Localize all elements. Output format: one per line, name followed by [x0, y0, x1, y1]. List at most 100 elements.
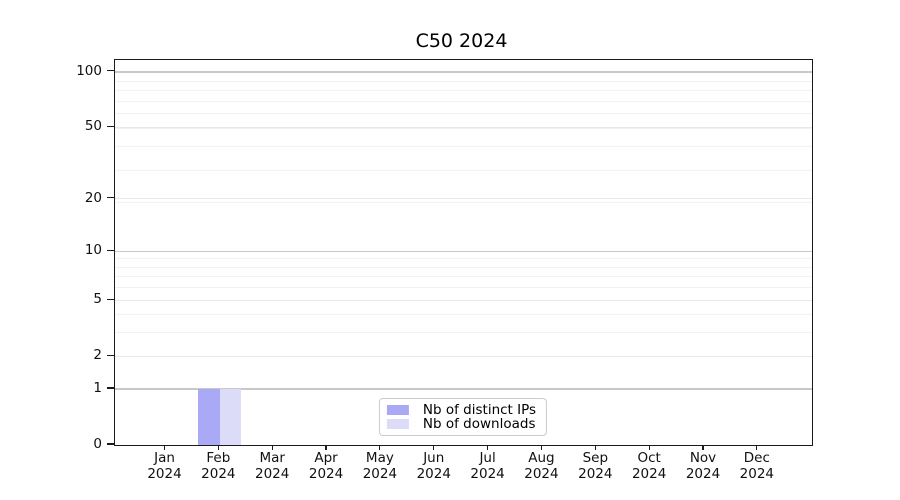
gridline-minor: [114, 258, 812, 260]
x-tick-mark: [648, 445, 650, 450]
x-tick-mark: [487, 445, 489, 450]
y-tick-mark: [107, 249, 114, 251]
x-tick-mark: [540, 445, 543, 450]
gridline-major: [114, 355, 812, 357]
legend: Nb of distinct IPs Nb of downloads: [378, 398, 548, 436]
gridline-minor: [114, 276, 812, 278]
x-tick-mark: [594, 445, 596, 450]
legend-swatch-distinct-ips: [386, 405, 409, 415]
gridline-minor: [114, 169, 812, 171]
gridline-minor: [114, 146, 812, 148]
x-tick-year: 2024: [578, 465, 613, 482]
x-tick-mark: [379, 445, 381, 450]
y-axis-labels: 0 1 2 5 10 20 50 100: [0, 59, 102, 451]
legend-item-downloads: Nb of downloads: [386, 416, 536, 432]
y-tick-mark: [107, 197, 114, 199]
y-tick-label: 5: [93, 291, 102, 308]
x-tick-month: Jan: [154, 450, 175, 466]
gridline-minor: [114, 101, 812, 103]
x-tick-mark: [217, 445, 219, 450]
y-tick-label: 50: [84, 118, 102, 135]
y-tick-mark: [107, 125, 114, 127]
x-tick-month: Oct: [637, 450, 661, 466]
x-tick-month: Jun: [423, 450, 445, 466]
gridline-minor: [114, 202, 812, 204]
gridline-minor: [114, 266, 812, 268]
gridline-minor: [114, 332, 812, 334]
x-tick-mark: [271, 445, 273, 450]
x-tick-month: Aug: [528, 450, 555, 466]
legend-label-distinct-ips: Nb of distinct IPs: [422, 402, 537, 418]
x-tick-label: Jun 2024: [416, 450, 451, 482]
x-tick-mark: [163, 445, 166, 450]
x-tick-year: 2024: [631, 465, 667, 482]
x-tick-year: 2024: [308, 465, 344, 482]
x-tick-month: May: [365, 450, 394, 466]
plot-area: Nb of distinct IPs Nb of downloads: [113, 59, 813, 446]
legend-item-distinct-ips: Nb of distinct IPs: [386, 402, 537, 418]
bar-downloads-feb: [219, 388, 242, 445]
bar-distinct-ips-feb: [198, 388, 220, 445]
x-tick-label: Jan 2024: [147, 450, 182, 482]
y-tick-mark: [107, 70, 114, 72]
x-tick-month: Jul: [479, 450, 496, 466]
gridline-major: [114, 71, 812, 73]
gridline-minor: [114, 314, 812, 316]
x-tick-label: Feb 2024: [201, 450, 236, 482]
x-tick-year: 2024: [416, 465, 451, 482]
x-tick-label: Apr 2024: [308, 450, 344, 482]
x-tick-mark: [433, 445, 435, 450]
x-tick-month: Nov: [689, 450, 717, 466]
x-tick-label: May 2024: [362, 450, 398, 482]
y-tick-mark: [107, 298, 114, 300]
gridline-minor: [114, 113, 812, 115]
x-tick-label: Sep 2024: [578, 450, 613, 482]
y-tick-mark: [107, 443, 114, 445]
y-tick-mark: [107, 354, 114, 356]
x-tick-month: Sep: [582, 450, 609, 466]
x-tick-month: Dec: [743, 450, 770, 466]
x-axis-labels: Jan 2024 Feb 2024 Mar 2024 Apr 2024 May 2024 Jun 20…: [114, 450, 811, 491]
y-tick-label: 20: [84, 189, 102, 206]
x-tick-year: 2024: [685, 465, 721, 482]
y-tick-label: 10: [84, 242, 102, 259]
y-tick-label: 0: [93, 436, 102, 452]
x-tick-label: Mar 2024: [255, 450, 290, 482]
y-tick-label: 1: [93, 379, 102, 396]
x-tick-month: Feb: [206, 450, 231, 466]
x-tick-month: Mar: [259, 450, 285, 466]
x-tick-year: 2024: [524, 465, 559, 482]
x-tick-year: 2024: [147, 465, 182, 482]
gridline-minor: [114, 90, 812, 92]
x-tick-mark: [756, 445, 758, 450]
x-tick-label: Dec 2024: [739, 450, 775, 482]
y-tick-label: 2: [93, 347, 102, 364]
x-tick-year: 2024: [739, 465, 775, 482]
x-tick-year: 2024: [362, 465, 398, 482]
gridline-minor: [114, 128, 812, 130]
x-tick-year: 2024: [201, 465, 236, 482]
legend-label-downloads: Nb of downloads: [422, 416, 536, 432]
gridline-minor: [114, 80, 812, 82]
x-tick-mark: [325, 445, 327, 450]
x-tick-month: Apr: [314, 450, 338, 466]
legend-swatch-downloads: [386, 419, 409, 429]
chart-title: C50 2024: [415, 30, 508, 52]
x-tick-label: Aug 2024: [524, 450, 559, 482]
x-tick-year: 2024: [255, 465, 290, 482]
x-tick-label: Nov 2024: [685, 450, 721, 482]
gridline-major: [114, 299, 812, 301]
x-tick-label: Jul 2024: [470, 450, 505, 482]
y-tick-label: 100: [76, 62, 102, 79]
gridline-minor: [114, 287, 812, 289]
x-tick-year: 2024: [470, 465, 505, 482]
gridline-major: [114, 250, 812, 252]
x-tick-label: Oct 2024: [631, 450, 667, 482]
gridline-major: [114, 388, 812, 390]
x-tick-mark: [702, 445, 704, 450]
y-tick-mark: [107, 387, 114, 389]
gridline-minor: [114, 72, 812, 74]
gridline-major: [114, 126, 812, 128]
gridline-major: [114, 198, 812, 200]
